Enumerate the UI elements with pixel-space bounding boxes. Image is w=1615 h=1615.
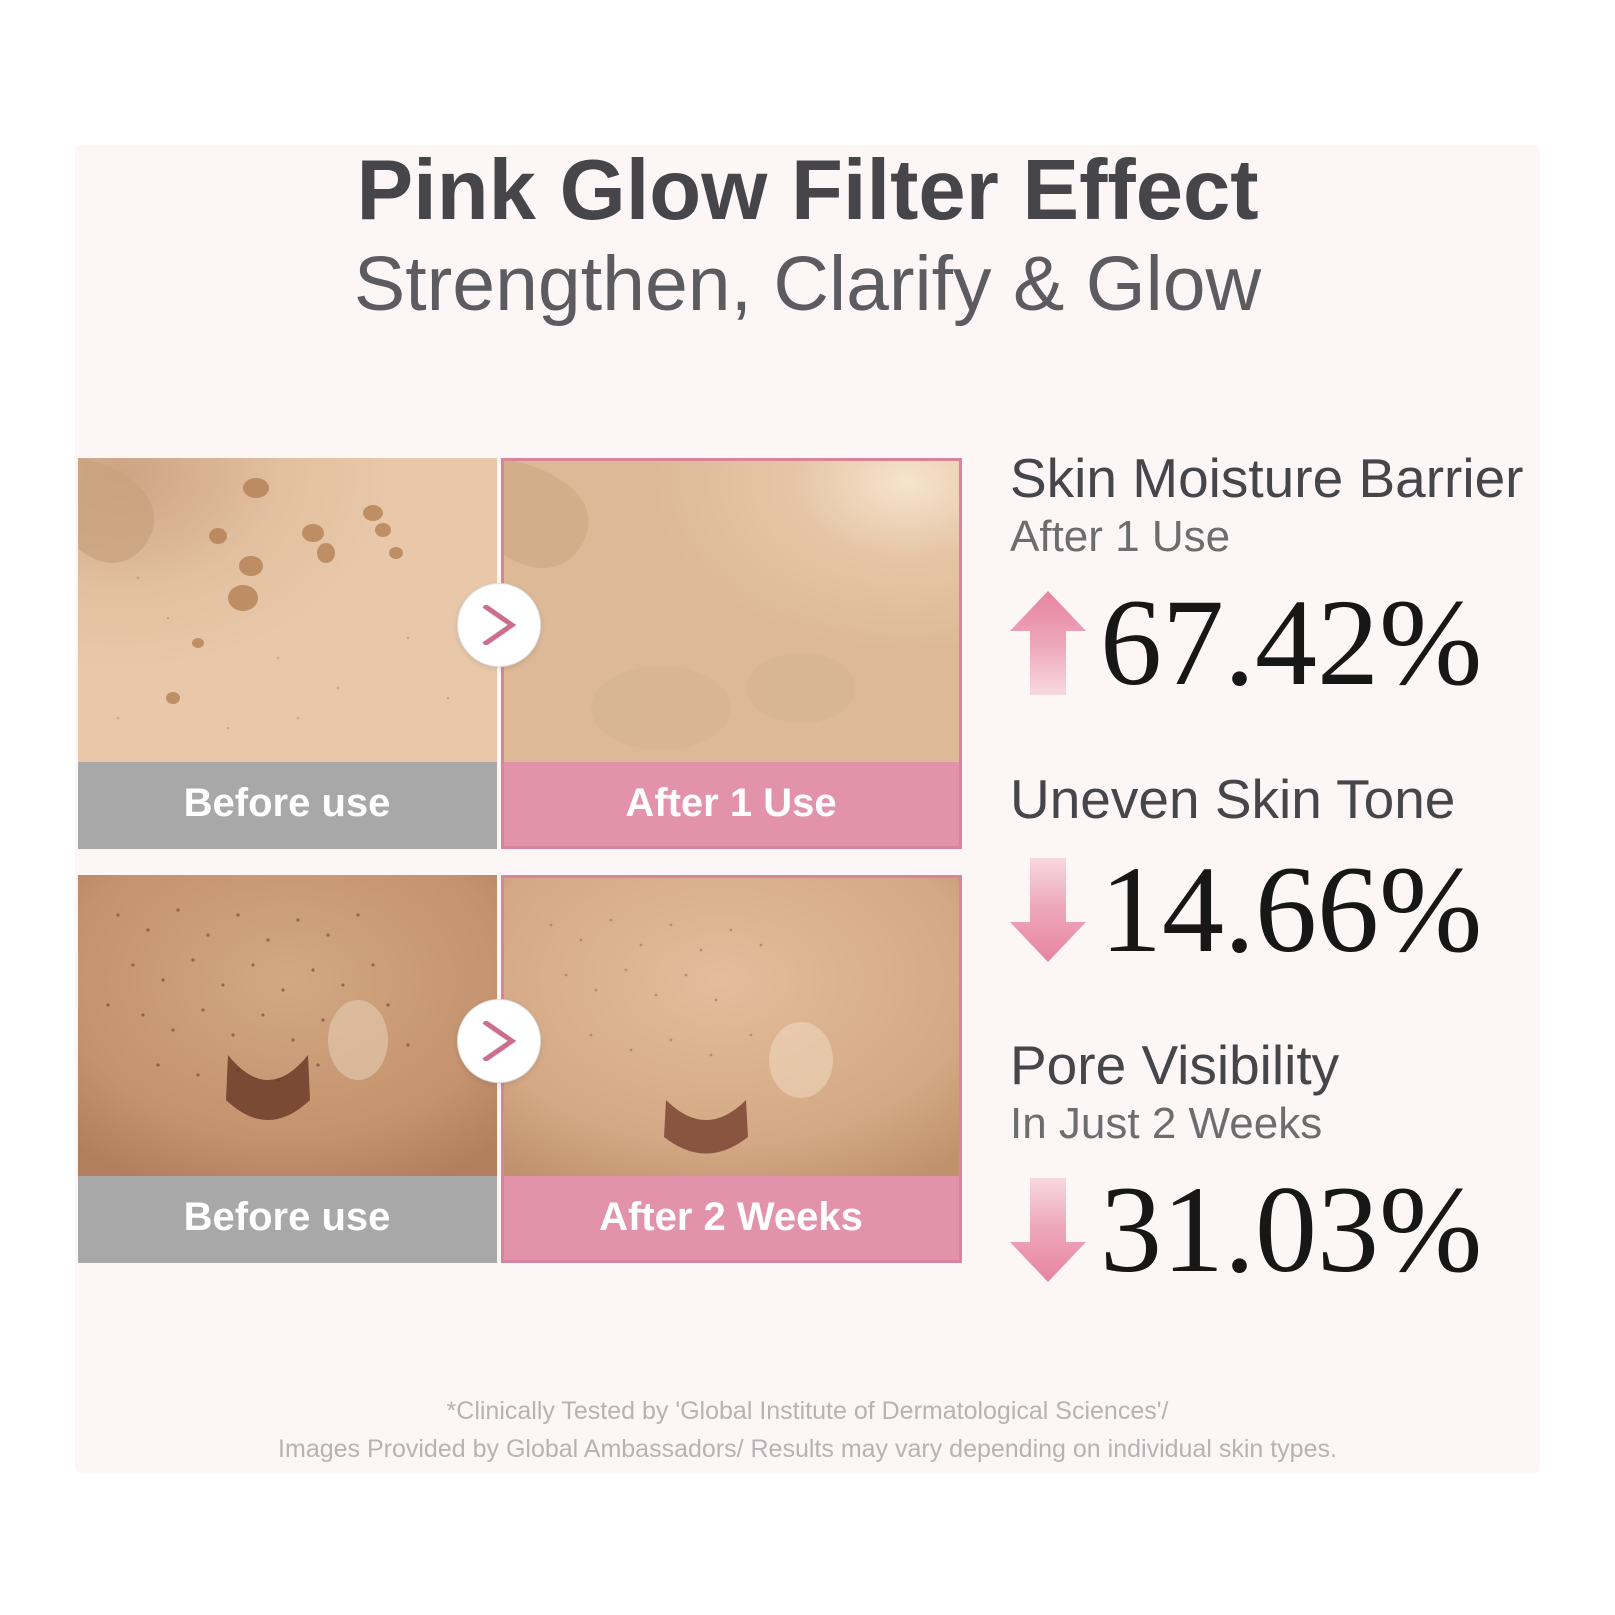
svg-text:After 2 Weeks: After 2 Weeks: [599, 1195, 863, 1239]
svg-text:Before use: Before use: [184, 781, 391, 825]
svg-text:After 1 Use: After 1 Use: [625, 781, 836, 825]
svg-text:Before use: Before use: [184, 1195, 391, 1239]
